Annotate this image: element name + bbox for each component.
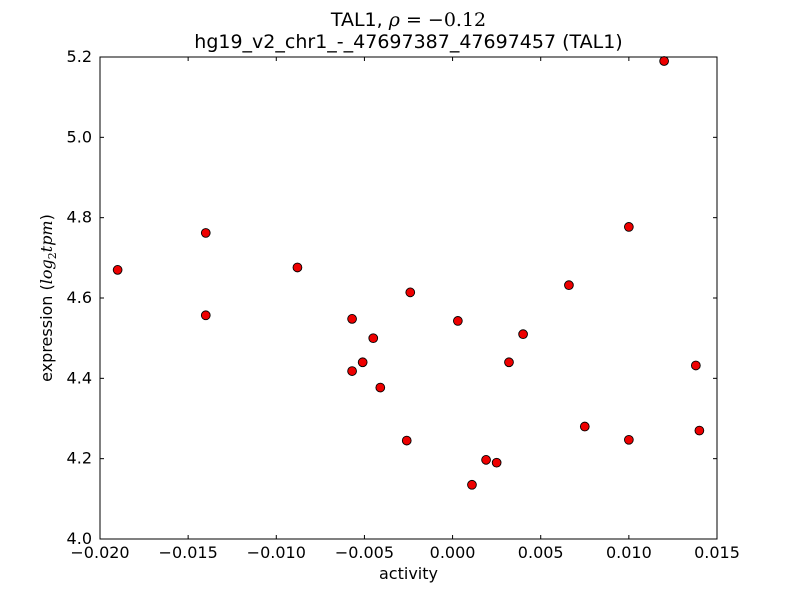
data-point bbox=[112, 265, 123, 275]
y-tick-label: 4.8 bbox=[67, 208, 92, 227]
data-point bbox=[375, 382, 386, 393]
ylabel-plain-open: expression ( bbox=[37, 284, 56, 382]
x-tick-label: −0.010 bbox=[247, 543, 306, 562]
x-tick-label: 0.005 bbox=[518, 543, 564, 562]
y-tick-label: 5.0 bbox=[67, 127, 92, 146]
data-point bbox=[564, 280, 574, 290]
x-tick-label: 0.000 bbox=[430, 543, 476, 562]
chart-title-line1: TAL1, ρ = −0.12 bbox=[330, 9, 486, 31]
y-tick-label: 4.6 bbox=[67, 288, 92, 307]
data-point bbox=[401, 435, 412, 446]
data-point bbox=[467, 479, 477, 490]
x-tick-label: −0.015 bbox=[159, 543, 218, 562]
x-tick-label: 0.015 bbox=[694, 543, 740, 562]
data-point bbox=[518, 329, 528, 340]
data-point bbox=[659, 56, 669, 66]
ylabel-log-sub: 2 bbox=[46, 252, 59, 259]
data-point bbox=[491, 457, 502, 468]
data-point bbox=[453, 316, 463, 326]
data-point bbox=[690, 360, 701, 371]
data-point bbox=[481, 455, 491, 465]
title-rho-value: = −0.12 bbox=[400, 9, 486, 31]
data-point bbox=[405, 287, 416, 298]
data-point bbox=[624, 222, 634, 232]
y-tick-label: 4.2 bbox=[67, 449, 92, 468]
x-axis-label: activity bbox=[379, 564, 438, 583]
x-tick-label: 0.010 bbox=[606, 543, 652, 562]
y-axis-label: expression (log2tpm) bbox=[37, 214, 59, 382]
ylabel-plain-close: ) bbox=[37, 214, 56, 220]
data-point bbox=[357, 357, 368, 368]
x-tick-label: −0.020 bbox=[70, 543, 129, 562]
title-plain-text: TAL1, bbox=[330, 9, 389, 31]
data-point bbox=[347, 366, 357, 376]
data-point bbox=[200, 228, 211, 238]
data-point bbox=[504, 357, 514, 368]
data-point bbox=[292, 262, 303, 273]
axes-frame bbox=[99, 56, 718, 540]
data-point bbox=[694, 425, 705, 436]
data-point bbox=[368, 333, 379, 344]
ylabel-log: log bbox=[37, 259, 56, 284]
y-tick-label: 4.4 bbox=[67, 368, 92, 387]
data-point bbox=[200, 310, 211, 321]
data-point bbox=[579, 421, 590, 432]
y-tick-label: 4.0 bbox=[67, 529, 92, 548]
ylabel-tpm: tpm bbox=[37, 220, 56, 252]
y-tick-label: 5.2 bbox=[67, 47, 92, 66]
data-point bbox=[347, 314, 357, 324]
chart-title-line2: hg19_v2_chr1_-_47697387_47697457 (TAL1) bbox=[194, 31, 622, 53]
title-rho-symbol: ρ bbox=[388, 9, 401, 31]
data-point bbox=[624, 434, 634, 445]
x-tick-label: −0.005 bbox=[335, 543, 394, 562]
